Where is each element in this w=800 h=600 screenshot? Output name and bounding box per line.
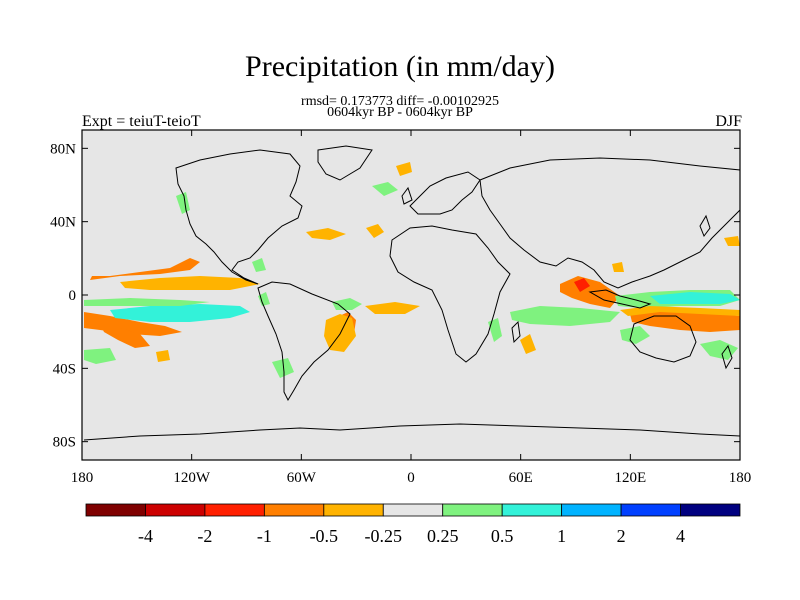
colorbar-swatch-6 <box>442 503 503 517</box>
experiment-label: Expt = teiuT-teioT <box>82 113 201 130</box>
stats-subtitle: rmsd= 0.173773 diff= -0.00102925 <box>301 94 499 109</box>
lat-label-1: 40N <box>50 215 76 231</box>
patch-asia-yellow <box>724 236 740 246</box>
patch-tropical-atlantic-green <box>258 292 270 306</box>
lon-label-4: 60E <box>509 470 533 486</box>
period-subtitle: 0604kyr BP - 0604kyr BP <box>327 105 473 120</box>
lon-label-3: 0 <box>407 470 415 486</box>
colorbar-swatch-8 <box>561 503 622 517</box>
patch-australia-green <box>620 326 650 344</box>
colorbar-swatch-2 <box>204 503 265 517</box>
colorbar-swatch-0 <box>85 503 146 517</box>
colorbar-label-3: -0.5 <box>310 526 339 546</box>
coast-australia <box>629 315 697 363</box>
patch-pacific-south-green-2 <box>84 348 116 364</box>
lon-label-1: 120W <box>173 470 211 486</box>
coast-asia <box>479 157 741 289</box>
patch-indian-green <box>510 306 620 326</box>
lat-label-2: 0 <box>69 288 77 304</box>
colorbar-swatch-4 <box>323 503 384 517</box>
longitude-ticks: 180 120W 60W 0 60E 120E 180 <box>71 130 752 486</box>
colorbar-label-9: 4 <box>676 526 685 546</box>
coast-europe <box>409 171 481 215</box>
colorbar-label-4: -0.25 <box>365 526 403 546</box>
colorbar-swatch-1 <box>145 503 206 517</box>
lon-label-6: 180 <box>729 470 752 486</box>
patch-chile-green <box>272 358 294 378</box>
lon-label-5: 120E <box>614 470 646 486</box>
patch-itcz-pacific-yellow <box>120 276 260 290</box>
colorbar-label-2: -1 <box>257 526 272 546</box>
patch-indonesia-red <box>574 278 590 292</box>
patch-pacific-south-green <box>84 298 210 306</box>
colorbar-swatch-5 <box>382 503 444 517</box>
coast-madagascar <box>511 320 521 344</box>
coast-new-zealand <box>721 344 733 370</box>
latitude-ticks: 80N 40N 0 40S 80S <box>50 141 740 451</box>
patch-america-green <box>252 258 266 272</box>
colorbar-label-8: 2 <box>617 526 626 546</box>
colorbar-swatch-3 <box>263 503 325 517</box>
colorbar-swatch-9 <box>620 503 681 517</box>
coastlines <box>83 145 741 441</box>
patch-india-yellow <box>612 262 624 272</box>
colorbar-label-5: 0.25 <box>427 526 459 546</box>
lat-label-0: 80N <box>50 141 76 157</box>
map-title: Precipitation (in mm/day) <box>245 50 555 83</box>
coast-indonesia <box>588 289 652 309</box>
coast-japan <box>699 214 711 238</box>
colorbar-swatch-10 <box>680 503 741 517</box>
patch-spcz-yellow <box>620 306 740 316</box>
patch-atlantic-north-yellow-2 <box>366 224 384 238</box>
patch-atlantic-green <box>332 298 362 310</box>
patch-pacific-south-deep-orange <box>100 324 150 348</box>
patch-africa-yellow <box>520 334 536 354</box>
coast-greenland <box>317 145 373 181</box>
patch-pacific-yellow-small <box>156 350 170 362</box>
colorbar-label-7: 1 <box>557 526 566 546</box>
lon-label-0: 180 <box>71 470 94 486</box>
lon-label-2: 60W <box>287 470 317 486</box>
patch-pacific-south-teal <box>110 304 250 322</box>
patch-nw-america-green <box>176 192 190 214</box>
colorbar-label-6: 0.5 <box>491 526 514 546</box>
patch-atlantic-north-yellow-1 <box>306 228 346 240</box>
season-label: DJF <box>715 113 742 130</box>
patch-itcz-pacific-orange <box>90 258 200 280</box>
coast-south-america <box>257 281 351 402</box>
patch-north-atlantic-green <box>372 182 398 196</box>
colorbar-label-1: -2 <box>197 526 212 546</box>
lat-label-3: 40S <box>53 361 76 377</box>
patch-west-pacific-teal <box>650 292 740 304</box>
patch-north-atlantic-yellow <box>396 162 412 176</box>
colorbar: -4 -2 -1 -0.5 -0.25 0.25 0.5 1 2 4 <box>85 503 741 546</box>
coast-africa <box>389 225 511 363</box>
colorbar-swatch-7 <box>501 503 563 517</box>
patch-tasman-green <box>700 340 738 360</box>
coast-antarctica <box>83 423 741 441</box>
colorbar-label-0: -4 <box>138 526 153 546</box>
coast-uk <box>401 186 413 205</box>
lat-label-4: 80S <box>53 435 76 451</box>
coast-north-america <box>175 149 303 285</box>
patch-atlantic-yellow <box>365 302 420 314</box>
